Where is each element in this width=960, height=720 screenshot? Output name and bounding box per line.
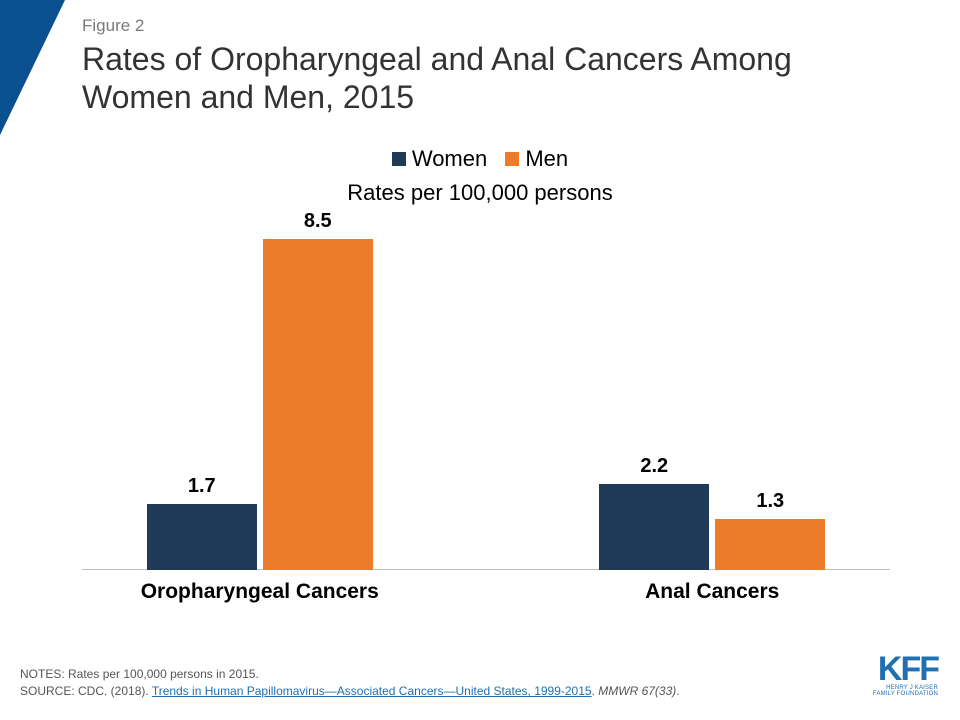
category-label: Oropharyngeal Cancers — [141, 580, 379, 604]
page-title: Rates of Oropharyngeal and Anal Cancers … — [82, 40, 900, 117]
legend: Women Men — [0, 146, 960, 172]
bar — [599, 484, 709, 570]
chart-area: 1.78.5Oropharyngeal Cancers2.21.3Anal Ca… — [82, 220, 890, 570]
kff-logo-text: KFF — [873, 654, 938, 685]
footer-source-end: . — [676, 684, 679, 698]
bar — [263, 239, 373, 570]
figure-label: Figure 2 — [82, 16, 144, 36]
legend-item-women: Women — [392, 146, 487, 172]
corner-flag — [0, 0, 65, 135]
bar-value-label: 1.7 — [147, 475, 257, 498]
footer-source-link[interactable]: Trends in Human Papillomavirus—Associate… — [152, 684, 592, 698]
bar-value-label: 2.2 — [599, 455, 709, 478]
legend-item-men: Men — [505, 146, 568, 172]
footer-source-italic: MMWR 67(33) — [598, 684, 676, 698]
kff-logo: KFF HENRY J KAISER FAMILY FOUNDATION — [873, 654, 938, 698]
category-label: Anal Cancers — [645, 580, 779, 604]
bar-value-label: 1.3 — [715, 490, 825, 513]
footer-source-prefix: SOURCE: CDC. (2018). — [20, 684, 152, 698]
bar-value-label: 8.5 — [263, 210, 373, 233]
legend-label-women: Women — [412, 146, 487, 172]
legend-swatch-men — [505, 152, 519, 166]
footer-source: SOURCE: CDC. (2018). Trends in Human Pap… — [20, 683, 840, 700]
footer: NOTES: Rates per 100,000 persons in 2015… — [20, 666, 840, 700]
kff-logo-line2: FAMILY FOUNDATION — [873, 691, 938, 698]
chart-subtitle: Rates per 100,000 persons — [0, 180, 960, 206]
legend-label-men: Men — [525, 146, 568, 172]
bar — [715, 519, 825, 570]
bar — [147, 504, 257, 570]
footer-notes: NOTES: Rates per 100,000 persons in 2015… — [20, 666, 840, 683]
legend-swatch-women — [392, 152, 406, 166]
